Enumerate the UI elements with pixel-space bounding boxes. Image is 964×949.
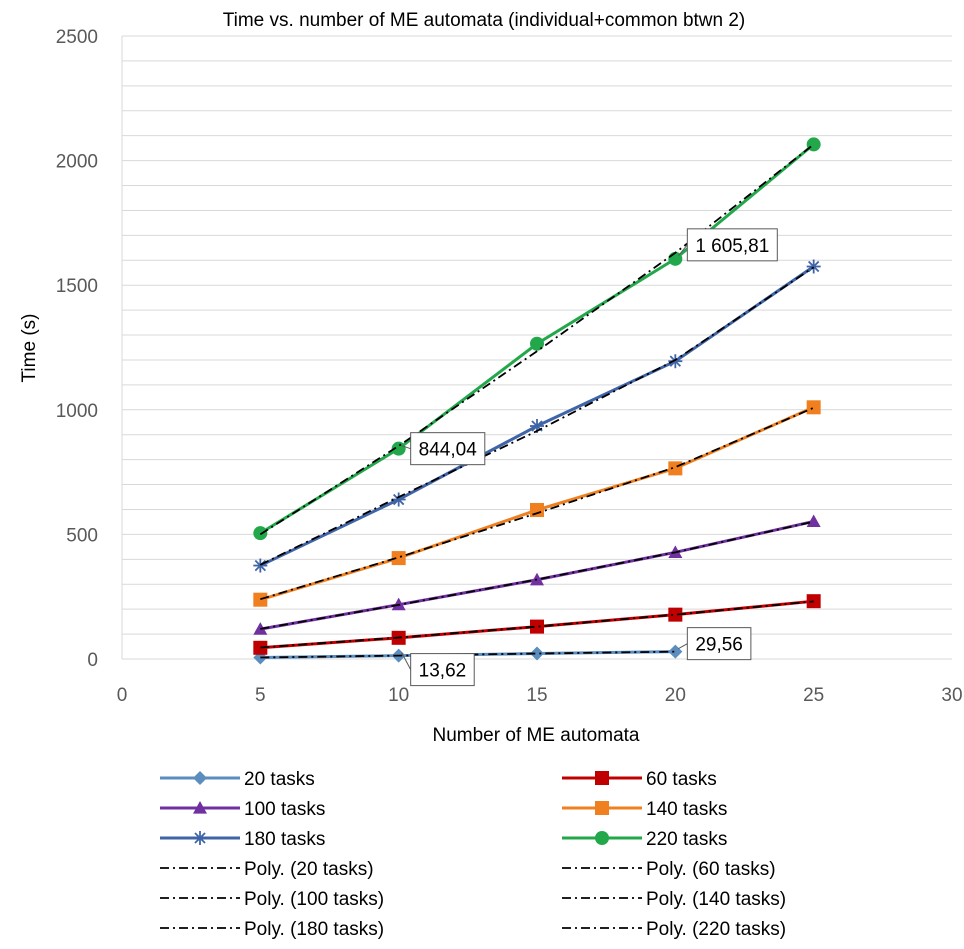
y-tick-label: 1000 xyxy=(56,401,98,422)
x-tick-label: 10 xyxy=(388,685,409,706)
data-point xyxy=(530,619,544,634)
legend-label: Poly. (220 tasks) xyxy=(646,919,786,940)
x-tick-label: 0 xyxy=(117,685,128,706)
data-point xyxy=(391,597,406,611)
x-tick-label: 5 xyxy=(255,685,266,706)
legend-entry: 180 tasks xyxy=(160,829,325,850)
legend-entry: 60 tasks xyxy=(562,769,717,790)
data-point xyxy=(595,801,609,815)
data-point xyxy=(193,801,207,814)
data-point xyxy=(595,771,609,785)
callout-label: 29,56 xyxy=(695,635,743,656)
callout-box xyxy=(410,653,475,687)
callout-box xyxy=(686,627,752,661)
x-tick-label: 20 xyxy=(665,685,686,706)
data-point xyxy=(253,640,268,655)
chart-title: Time vs. number of ME automata (individu… xyxy=(223,10,746,31)
series-group xyxy=(253,259,821,573)
x-tick-label: 25 xyxy=(803,685,824,706)
legend-label: Poly. (60 tasks) xyxy=(646,859,776,880)
data-series xyxy=(253,137,821,665)
y-tick-label: 2000 xyxy=(56,152,98,173)
y-tick-label: 0 xyxy=(87,650,98,671)
trendline xyxy=(260,520,814,630)
data-point xyxy=(193,771,207,785)
data-point xyxy=(668,354,683,369)
series-group xyxy=(253,137,821,541)
y-tick-label: 2500 xyxy=(56,27,98,48)
legend: 20 tasks 60 tasks 100 tasks 140 tasks 180 ta… xyxy=(160,769,786,940)
legend-label: 180 tasks xyxy=(244,829,325,850)
data-callout: 844,04 xyxy=(401,432,486,466)
legend-label: 60 tasks xyxy=(646,769,717,790)
legend-label: 20 tasks xyxy=(244,769,315,790)
data-point xyxy=(595,831,609,845)
legend-entry: Poly. (60 tasks) xyxy=(562,859,776,880)
legend-entry: 140 tasks xyxy=(562,799,727,820)
data-point xyxy=(668,607,683,622)
x-axis-title: Number of ME automata xyxy=(433,725,640,746)
data-point xyxy=(806,514,821,528)
legend-entry: Poly. (180 tasks) xyxy=(160,919,384,940)
data-callouts: 13,62 29,56 844,04 1 605,81 xyxy=(401,228,778,687)
gridlines xyxy=(122,35,952,635)
callout-label: 13,62 xyxy=(419,661,467,682)
x-tick-label: 15 xyxy=(526,685,547,706)
data-callout: 13,62 xyxy=(401,652,475,687)
data-callout: 29,56 xyxy=(678,627,752,661)
legend-label: Poly. (20 tasks) xyxy=(244,859,374,880)
data-point xyxy=(530,646,544,661)
data-point xyxy=(530,336,544,351)
data-point xyxy=(253,592,268,607)
legend-label: 100 tasks xyxy=(244,799,325,820)
data-callout: 1 605,81 xyxy=(677,228,778,262)
data-point xyxy=(530,572,544,586)
trendline xyxy=(259,143,815,536)
callout-label: 844,04 xyxy=(419,440,478,461)
data-point xyxy=(806,259,821,274)
data-point xyxy=(668,644,683,659)
callout-box xyxy=(686,228,778,262)
legend-entry: 100 tasks xyxy=(160,799,325,820)
data-point xyxy=(668,461,683,476)
legend-label: 140 tasks xyxy=(646,799,727,820)
series-line xyxy=(259,265,815,567)
x-tick-label: 30 xyxy=(941,685,962,706)
data-point xyxy=(193,831,207,845)
data-point xyxy=(391,441,406,456)
trendline xyxy=(260,600,814,649)
legend-entry: Poly. (20 tasks) xyxy=(160,859,374,880)
legend-label: Poly. (100 tasks) xyxy=(244,889,384,910)
data-point xyxy=(806,400,821,415)
data-point xyxy=(253,526,268,541)
legend-entry: 220 tasks xyxy=(562,829,727,850)
legend-label: Poly. (140 tasks) xyxy=(646,889,786,910)
legend-entry: 20 tasks xyxy=(160,769,315,790)
data-point xyxy=(253,558,268,573)
trendline xyxy=(260,406,815,601)
trendline xyxy=(260,650,676,659)
data-point xyxy=(391,551,406,566)
data-point xyxy=(806,594,821,609)
legend-entry: Poly. (140 tasks) xyxy=(562,889,786,910)
y-axis-title: Time (s) xyxy=(19,314,40,383)
legend-label: 220 tasks xyxy=(646,829,727,850)
legend-entry: Poly. (100 tasks) xyxy=(160,889,384,910)
series-group xyxy=(253,514,821,635)
y-tick-label: 1500 xyxy=(56,276,98,297)
legend-label: Poly. (180 tasks) xyxy=(244,919,384,940)
trendline xyxy=(259,266,815,566)
legend-entry: Poly. (220 tasks) xyxy=(562,919,786,940)
callout-label: 1 605,81 xyxy=(695,236,769,257)
callout-box xyxy=(410,432,486,466)
y-tick-label: 500 xyxy=(66,525,98,546)
trendlines xyxy=(259,143,815,659)
data-point xyxy=(530,502,544,517)
